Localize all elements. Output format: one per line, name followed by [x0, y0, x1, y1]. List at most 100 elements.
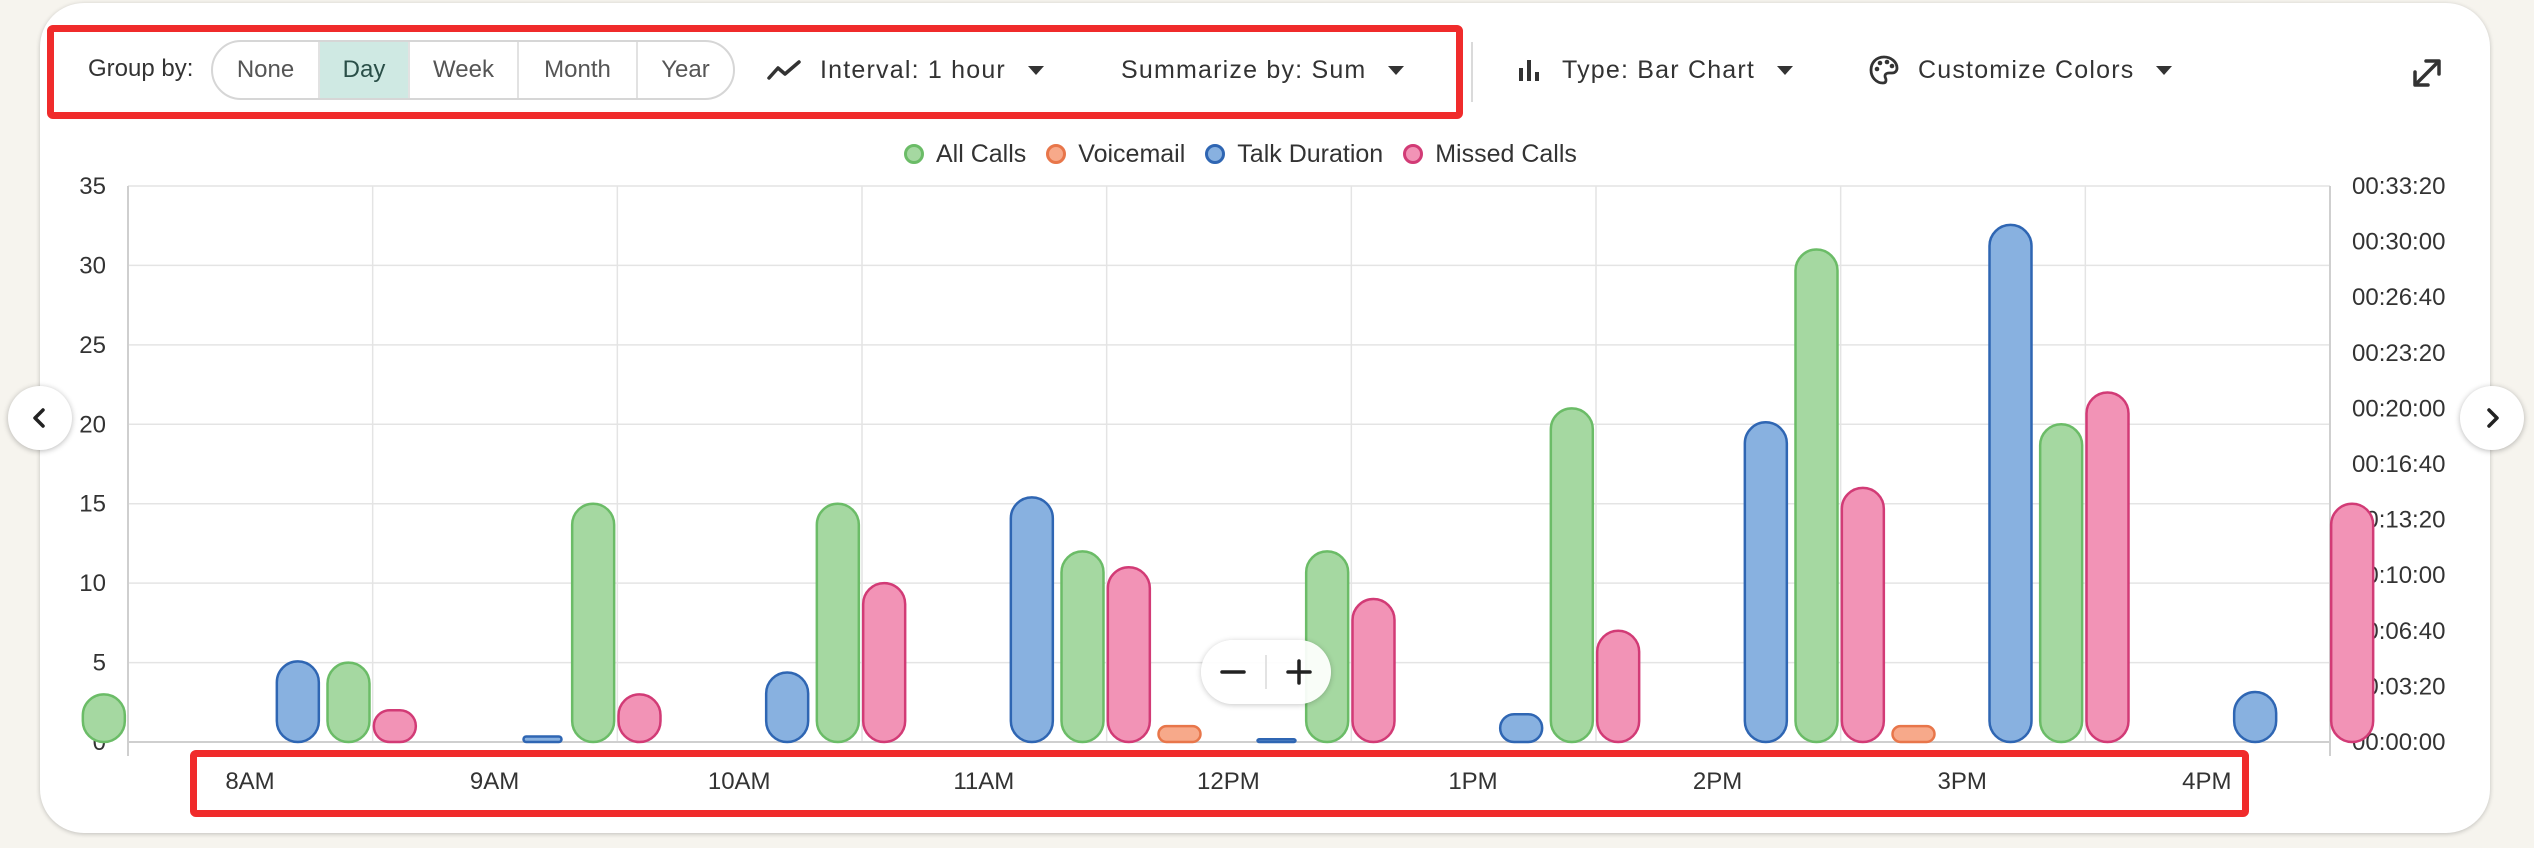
x-axis-tick-label: 4PM [2182, 768, 2231, 795]
chevron-down-icon [1388, 65, 1405, 75]
bar-all-calls [815, 502, 861, 744]
zoom-divider [1265, 655, 1267, 689]
bar-missed-calls [861, 581, 907, 744]
y-axis-right-tick-label: 00:33:20 [2352, 173, 2445, 200]
bar-talk-duration [1743, 421, 1789, 744]
interval-label: Interval: 1 hour [820, 55, 1006, 84]
group-week-button[interactable]: Week [410, 42, 519, 98]
legend-label: Talk Duration [1237, 139, 1384, 168]
bar-talk-duration [1498, 712, 1544, 744]
y-axis-right-tick-label: 00:20:00 [2352, 395, 2445, 422]
legend-label: Voicemail [1078, 139, 1186, 168]
zoom-in-button[interactable] [1267, 640, 1331, 704]
bar-missed-calls [1840, 486, 1886, 744]
bar-missed-calls [2085, 391, 2130, 744]
y-axis-left-tick-label: 30 [79, 252, 106, 279]
chevron-right-icon [2487, 408, 2499, 428]
bar-missed-calls [2329, 502, 2375, 744]
customize-colors-label: Customize Colors [1918, 55, 2135, 84]
chart-legend: All Calls Voicemail Talk Duration Missed… [904, 136, 1597, 172]
trend-line-icon [767, 60, 801, 80]
summarize-dropdown[interactable]: Summarize by: Sum [1121, 52, 1405, 88]
bar-all-calls [326, 661, 371, 744]
expand-icon [2413, 59, 2441, 87]
interval-dropdown[interactable]: Interval: 1 hour [766, 52, 1044, 88]
legend-swatch [1403, 144, 1424, 164]
toolbar-divider [1471, 42, 1473, 102]
group-by-label: Group by: [88, 55, 194, 82]
plus-icon [1286, 659, 1312, 685]
x-axis-tick-label: 11AM [953, 768, 1014, 795]
customize-colors-dropdown[interactable]: Customize Colors [1868, 52, 2173, 88]
summarize-label: Summarize by: Sum [1121, 55, 1367, 84]
x-axis-tick-label: 8AM [225, 768, 274, 795]
bar-missed-calls [1106, 566, 1152, 744]
bar-talk-duration [1988, 223, 2033, 744]
y-axis-left-tick-label: 25 [79, 332, 106, 359]
bar-missed-calls [372, 708, 418, 744]
bar-missed-calls [1595, 629, 1641, 744]
bar-all-calls [81, 693, 127, 744]
y-axis-right-tick-label: 00:30:00 [2352, 229, 2445, 256]
bar-missed-calls [617, 693, 662, 744]
y-axis-right-tick-label: 00:16:40 [2352, 451, 2445, 478]
bar-talk-duration [1256, 737, 1297, 744]
bar-all-calls [2038, 423, 2084, 744]
legend-label: Missed Calls [1435, 139, 1577, 168]
group-by-segmented-control: None Day Week Month Year [211, 40, 735, 100]
legend-swatch [1046, 144, 1067, 164]
x-axis-highlight-box [190, 750, 2249, 817]
chart-type-dropdown[interactable]: Type: Bar Chart [1516, 52, 1794, 88]
x-axis-tick-label: 3PM [1938, 768, 1987, 795]
legend-swatch [904, 144, 924, 164]
bar-talk-duration [764, 671, 810, 744]
zoom-control [1201, 640, 1331, 704]
bar-voicemail [1891, 724, 1936, 744]
y-axis-left-tick-label: 35 [79, 173, 106, 200]
chevron-down-icon [2156, 65, 2173, 75]
legend-swatch [1205, 144, 1226, 164]
group-year-button[interactable]: Year [661, 56, 710, 83]
chevron-down-icon [1777, 65, 1794, 75]
bar-missed-calls [1351, 597, 1396, 744]
bar-talk-duration [1009, 496, 1055, 744]
bar-all-calls [1549, 407, 1595, 744]
bar-talk-duration [522, 735, 563, 744]
y-axis-left-tick-label: 5 [93, 650, 106, 677]
legend-item-missed-calls[interactable]: Missed Calls [1403, 140, 1577, 169]
x-axis-tick-label: 10AM [708, 768, 771, 795]
y-axis-right-tick-label: 00:26:40 [2352, 284, 2445, 311]
chart-type-label: Type: Bar Chart [1562, 55, 1756, 84]
previous-button[interactable] [8, 386, 72, 450]
legend-label: All Calls [936, 139, 1027, 168]
bar-talk-duration [275, 660, 321, 744]
y-axis-right-tick-label: 00:23:20 [2352, 340, 2445, 367]
bar-voicemail [1157, 724, 1202, 744]
chart-toolbar: Group by: None Day Week Month Year Inter… [0, 0, 2534, 140]
minus-icon [1220, 670, 1246, 674]
next-button[interactable] [2460, 386, 2524, 450]
bar-all-calls [1060, 550, 1105, 744]
y-axis-left-tick-label: 20 [79, 411, 106, 438]
x-axis-tick-label: 1PM [1448, 768, 1497, 795]
bar-all-calls [570, 502, 616, 744]
legend-item-voicemail[interactable]: Voicemail [1046, 140, 1185, 169]
x-axis-tick-label: 12PM [1197, 768, 1260, 795]
group-month-button[interactable]: Month [519, 42, 638, 98]
chevron-left-icon [33, 408, 45, 428]
bar-chart-icon [1519, 60, 1539, 81]
bar-all-calls [1794, 248, 1839, 744]
y-axis-left-tick-label: 15 [79, 491, 106, 518]
group-none-button[interactable]: None [213, 42, 320, 98]
y-axis-left-tick-label: 10 [79, 570, 106, 597]
zoom-out-button[interactable] [1201, 640, 1265, 704]
x-axis-tick-label: 2PM [1693, 768, 1742, 795]
toolbar-highlight-box [47, 25, 1463, 119]
group-day-button[interactable]: Day [320, 42, 410, 98]
legend-item-all-calls[interactable]: All Calls [904, 140, 1026, 169]
x-axis-tick-label: 9AM [470, 768, 519, 795]
expand-button[interactable] [2410, 56, 2444, 90]
legend-item-talk-duration[interactable]: Talk Duration [1205, 140, 1383, 169]
palette-icon [1869, 55, 1899, 85]
